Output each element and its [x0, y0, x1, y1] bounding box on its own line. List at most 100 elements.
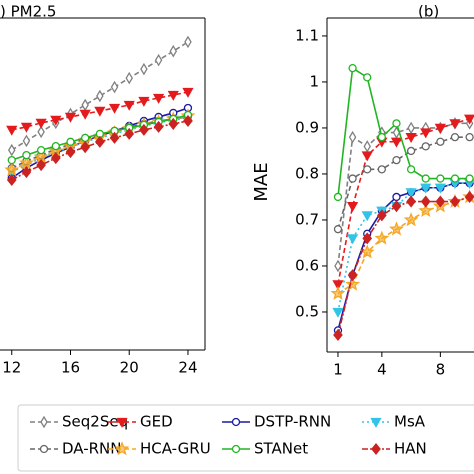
marker: [109, 131, 120, 144]
marker: [50, 115, 62, 126]
marker: [392, 119, 401, 128]
marker: [345, 276, 360, 291]
marker: [116, 417, 128, 428]
x-tick-label: 8: [436, 361, 446, 379]
marker: [153, 120, 164, 133]
marker: [167, 90, 179, 101]
y-tick-label: 0.6: [295, 256, 319, 274]
legend-label: MsA: [394, 413, 426, 431]
marker: [154, 53, 163, 67]
marker: [81, 133, 90, 143]
panel-title: ) PM2.5: [0, 3, 56, 21]
panel-title: (b): [418, 3, 439, 21]
marker: [22, 134, 31, 148]
marker: [346, 202, 359, 212]
series-line: [337, 196, 470, 336]
marker: [420, 195, 431, 208]
marker: [361, 151, 373, 162]
series-line: [337, 196, 470, 295]
marker: [330, 285, 346, 300]
marker: [450, 195, 460, 208]
legend-label: DA-RNN: [62, 440, 122, 458]
y-tick-label: 0.5: [295, 302, 319, 320]
marker: [363, 140, 371, 153]
marker: [110, 80, 119, 94]
x-tick-label: 1: [333, 361, 343, 379]
marker: [434, 123, 446, 134]
x-tick-label: 20: [120, 359, 139, 377]
marker: [348, 130, 357, 144]
legend-label: STANet: [254, 440, 308, 458]
marker: [81, 98, 89, 112]
marker: [436, 137, 445, 146]
series-line: [337, 117, 470, 285]
marker: [152, 93, 165, 104]
marker: [370, 417, 382, 428]
series-line: [337, 182, 470, 313]
marker: [377, 165, 387, 174]
marker: [406, 195, 416, 208]
legend-label: GED: [140, 413, 173, 431]
marker: [80, 141, 91, 154]
marker: [403, 212, 419, 227]
marker: [406, 146, 416, 156]
marker: [450, 133, 460, 142]
marker: [361, 211, 373, 222]
marker: [65, 146, 76, 159]
marker: [4, 162, 20, 177]
marker: [377, 133, 387, 142]
marker: [464, 114, 474, 125]
marker: [37, 125, 45, 139]
x-tick-label: 16: [61, 359, 80, 377]
series-line: [337, 136, 470, 230]
marker: [374, 230, 390, 245]
marker: [95, 135, 105, 148]
marker: [231, 444, 241, 454]
marker: [435, 195, 446, 208]
marker: [348, 174, 357, 183]
marker: [51, 142, 60, 151]
marker: [465, 133, 474, 142]
marker: [36, 159, 46, 172]
marker: [184, 35, 192, 49]
marker: [392, 192, 401, 202]
marker: [332, 280, 344, 291]
marker: [391, 200, 402, 213]
marker: [40, 415, 48, 429]
marker: [39, 444, 49, 454]
marker: [346, 234, 359, 245]
marker: [421, 142, 430, 151]
marker: [465, 174, 474, 183]
marker: [389, 221, 404, 236]
marker: [79, 109, 91, 120]
marker: [407, 121, 415, 135]
marker: [418, 202, 434, 218]
marker: [434, 183, 446, 194]
marker: [362, 232, 373, 245]
marker: [332, 307, 344, 318]
marker: [390, 137, 403, 148]
marker: [168, 117, 179, 130]
marker: [333, 328, 343, 342]
marker: [348, 63, 357, 73]
marker: [450, 174, 460, 183]
marker: [392, 156, 401, 165]
marker: [334, 259, 342, 273]
marker: [377, 209, 387, 222]
marker: [7, 155, 16, 165]
marker: [436, 174, 445, 183]
marker: [464, 190, 474, 204]
marker: [420, 128, 432, 139]
marker: [108, 103, 121, 114]
marker: [114, 441, 130, 456]
marker: [420, 183, 432, 194]
marker: [405, 188, 417, 199]
marker: [371, 442, 381, 456]
legend-label: HAN: [394, 440, 427, 458]
marker: [333, 225, 343, 234]
marker: [449, 119, 461, 130]
marker: [421, 174, 430, 183]
y-axis-label: MAE: [251, 162, 272, 201]
marker: [50, 152, 61, 165]
legend-label: DSTP-RNN: [254, 413, 331, 431]
